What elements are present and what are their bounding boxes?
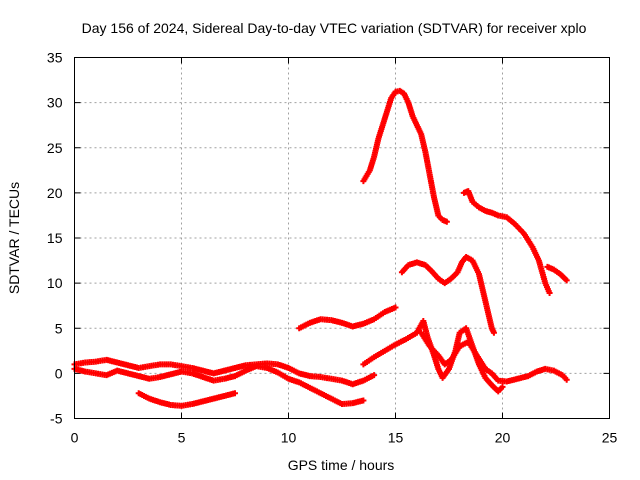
data-point — [499, 383, 506, 390]
y-tick-label: 10 — [47, 275, 63, 291]
y-axis-label: SDTVAR / TECUs — [6, 182, 22, 294]
series-track-3 — [135, 390, 238, 409]
data-point — [563, 376, 570, 383]
x-tick-label: 0 — [71, 430, 79, 446]
y-tick-label: 20 — [47, 185, 63, 201]
data-point — [392, 304, 399, 311]
x-tick-label: 10 — [281, 430, 297, 446]
series-track-6 — [398, 253, 497, 336]
y-tick-label: 30 — [47, 95, 63, 111]
data-point — [371, 372, 378, 379]
chart-title: Day 156 of 2024, Sidereal Day-to-day VTE… — [82, 20, 587, 36]
data-point — [443, 218, 450, 225]
y-tick-label: 35 — [47, 50, 63, 66]
data-point — [360, 397, 367, 404]
data-point — [563, 277, 570, 284]
x-tick-label: 15 — [388, 430, 404, 446]
x-axis-label: GPS time / hours — [288, 457, 395, 473]
series-track-2 — [71, 363, 367, 408]
x-tick-label: 20 — [495, 430, 511, 446]
data-marks — [71, 87, 570, 409]
tick-labels: 0 5 10 15 20 25 -5 0 5 10 15 20 25 30 35 — [47, 50, 618, 446]
data-point — [546, 290, 553, 297]
y-tick-label: 5 — [55, 320, 63, 336]
series-track-7 — [460, 188, 553, 297]
series-track-5 — [360, 87, 450, 225]
series-track-1 — [71, 356, 378, 388]
x-tick-label: 25 — [602, 430, 618, 446]
series-track-10 — [418, 329, 570, 385]
series-track-4 — [296, 304, 399, 332]
grid — [74, 57, 610, 419]
series-track-9 — [360, 318, 506, 395]
data-point — [490, 329, 497, 336]
y-tick-label: -5 — [50, 411, 63, 427]
y-tick-label: 25 — [47, 140, 63, 156]
plot-frame — [74, 57, 610, 419]
series-track-8 — [544, 263, 570, 284]
y-tick-label: 0 — [55, 365, 63, 381]
x-tick-label: 5 — [178, 430, 186, 446]
data-point — [232, 390, 238, 397]
y-tick-label: 15 — [47, 230, 63, 246]
